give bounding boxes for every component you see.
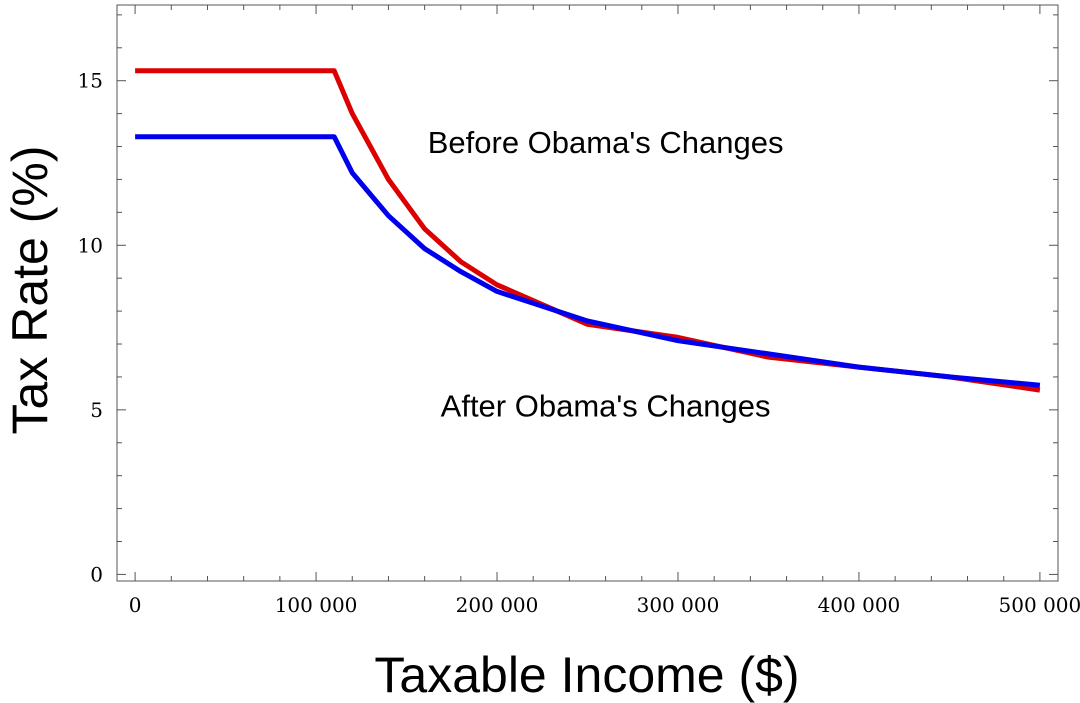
x-tick-label: 0 xyxy=(129,593,142,617)
x-tick-label: 100 000 xyxy=(275,593,358,617)
y-tick-label: 10 xyxy=(78,233,103,257)
x-tick-label: 200 000 xyxy=(456,593,539,617)
x-tick-label: 500 000 xyxy=(999,593,1080,617)
annotation-label: Before Obama's Changes xyxy=(428,125,784,160)
series-line-0 xyxy=(135,68,1041,393)
y-tick-label: 15 xyxy=(78,69,103,93)
y-axis-title: Tax Rate (%) xyxy=(2,146,58,435)
y-tick-label: 0 xyxy=(90,562,103,586)
x-axis-title: Taxable Income ($) xyxy=(374,647,799,703)
series-line-1 xyxy=(135,134,1041,388)
x-tick-label: 400 000 xyxy=(818,593,901,617)
annotation-label: After Obama's Changes xyxy=(441,388,771,423)
plot-frame xyxy=(116,4,1059,582)
y-tick-label: 5 xyxy=(90,398,103,422)
x-tick-label: 300 000 xyxy=(637,593,720,617)
